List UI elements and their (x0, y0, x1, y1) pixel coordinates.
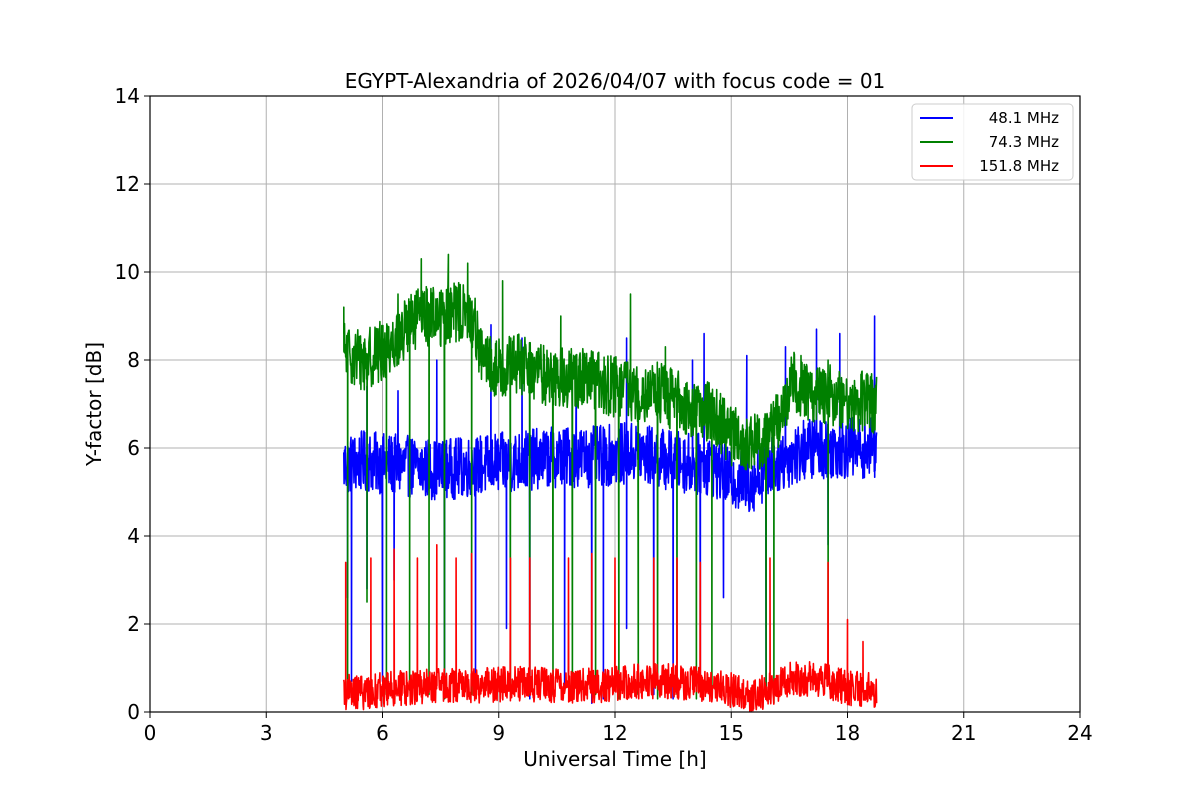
x-tick-label: 18 (835, 721, 860, 745)
y-axis-label: Y-factor [dB] (82, 342, 106, 467)
legend-label-1: 74.3 MHz (989, 133, 1059, 151)
legend-label-0: 48.1 MHz (989, 109, 1059, 127)
y-tick-label: 8 (127, 348, 140, 372)
legend: 48.1 MHz 74.3 MHz 151.8 MHz (911, 103, 1074, 181)
y-tick-label: 0 (127, 700, 140, 724)
series-line-1 (343, 253, 878, 704)
x-tick-label: 6 (376, 721, 389, 745)
x-tick-label: 0 (144, 721, 157, 745)
x-tick-label: 24 (1067, 721, 1092, 745)
y-tick-label: 6 (127, 436, 140, 460)
series-line-2 (343, 544, 878, 712)
y-tick-label: 2 (127, 612, 140, 636)
y-tick-label: 14 (115, 84, 140, 108)
x-tick-label: 15 (719, 721, 744, 745)
x-tick-label: 3 (260, 721, 273, 745)
legend-box (911, 103, 1074, 181)
chart-title: EGYPT-Alexandria of 2026/04/07 with focu… (345, 69, 886, 93)
y-tick-label: 10 (115, 260, 140, 284)
x-tick-label: 9 (492, 721, 505, 745)
y-tick-label: 4 (127, 524, 140, 548)
series-line-0 (343, 315, 878, 704)
series-layer (343, 253, 878, 712)
y-tick-label: 12 (115, 172, 140, 196)
legend-label-2: 151.8 MHz (979, 157, 1059, 175)
x-tick-label: 21 (951, 721, 976, 745)
x-tick-label: 12 (602, 721, 627, 745)
x-axis-label: Universal Time [h] (523, 747, 706, 771)
